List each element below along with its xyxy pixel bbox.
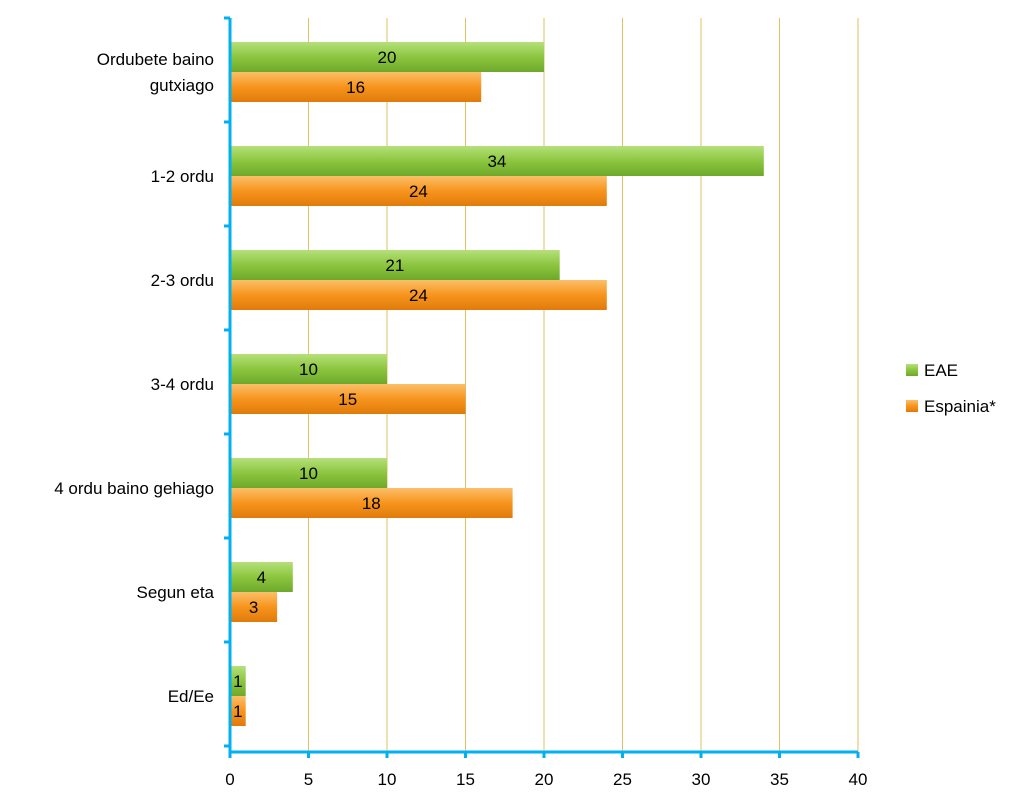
bar-espainia-1 — [230, 176, 607, 206]
bar-espainia-5 — [230, 592, 278, 622]
data-label: 21 — [385, 256, 404, 275]
category-label: Segun eta — [136, 583, 214, 602]
data-label: 1 — [233, 702, 242, 721]
category-label: 1-2 ordu — [151, 167, 214, 186]
bar-eae-2 — [230, 250, 560, 280]
data-label: 24 — [409, 182, 428, 201]
bar-eae-6 — [230, 666, 246, 696]
x-tick-label: 40 — [849, 770, 868, 789]
x-tick-label: 10 — [378, 770, 397, 789]
data-label: 15 — [338, 390, 357, 409]
legend: EAE Espainia* — [906, 361, 996, 416]
x-tick-label: 15 — [456, 770, 475, 789]
bar-eae-0 — [230, 42, 544, 72]
category-label: 4 ordu baino gehiago — [54, 479, 214, 498]
bar-espainia-0 — [230, 72, 482, 102]
x-tick-label: 30 — [692, 770, 711, 789]
bar-espainia-6 — [230, 696, 246, 726]
axes — [224, 16, 860, 758]
bar-eae-5 — [230, 562, 293, 592]
category-label: 2-3 ordu — [151, 271, 214, 290]
data-label: 1 — [233, 672, 242, 691]
x-tick-label: 35 — [770, 770, 789, 789]
data-label: 20 — [378, 48, 397, 67]
data-label: 4 — [257, 568, 266, 587]
bar-espainia-2 — [230, 280, 607, 310]
category-label: gutxiago — [150, 76, 214, 95]
data-label: 16 — [346, 78, 365, 97]
data-label: 24 — [409, 286, 428, 305]
legend-label: EAE — [924, 361, 958, 380]
bar-eae-1 — [230, 146, 764, 176]
x-tick-label: 20 — [535, 770, 554, 789]
data-label: 10 — [299, 464, 318, 483]
category-label: 3-4 ordu — [151, 375, 214, 394]
data-label: 18 — [362, 494, 381, 513]
bar-espainia-3 — [230, 384, 466, 414]
x-tick-label: 25 — [613, 770, 632, 789]
data-label: 10 — [299, 360, 318, 379]
legend-swatch — [906, 364, 918, 376]
bar-eae-3 — [230, 354, 387, 384]
data-label: 3 — [249, 598, 258, 617]
bar-eae-4 — [230, 458, 387, 488]
x-tick-label: 5 — [304, 770, 313, 789]
legend-label: Espainia* — [924, 397, 996, 416]
category-label: Ordubete baino — [97, 50, 214, 69]
bars — [230, 42, 764, 726]
data-label: 34 — [487, 152, 506, 171]
legend-swatch — [906, 400, 918, 412]
category-label: Ed/Ee — [168, 687, 214, 706]
bar-espainia-4 — [230, 488, 513, 518]
x-tick-label: 0 — [225, 770, 234, 789]
